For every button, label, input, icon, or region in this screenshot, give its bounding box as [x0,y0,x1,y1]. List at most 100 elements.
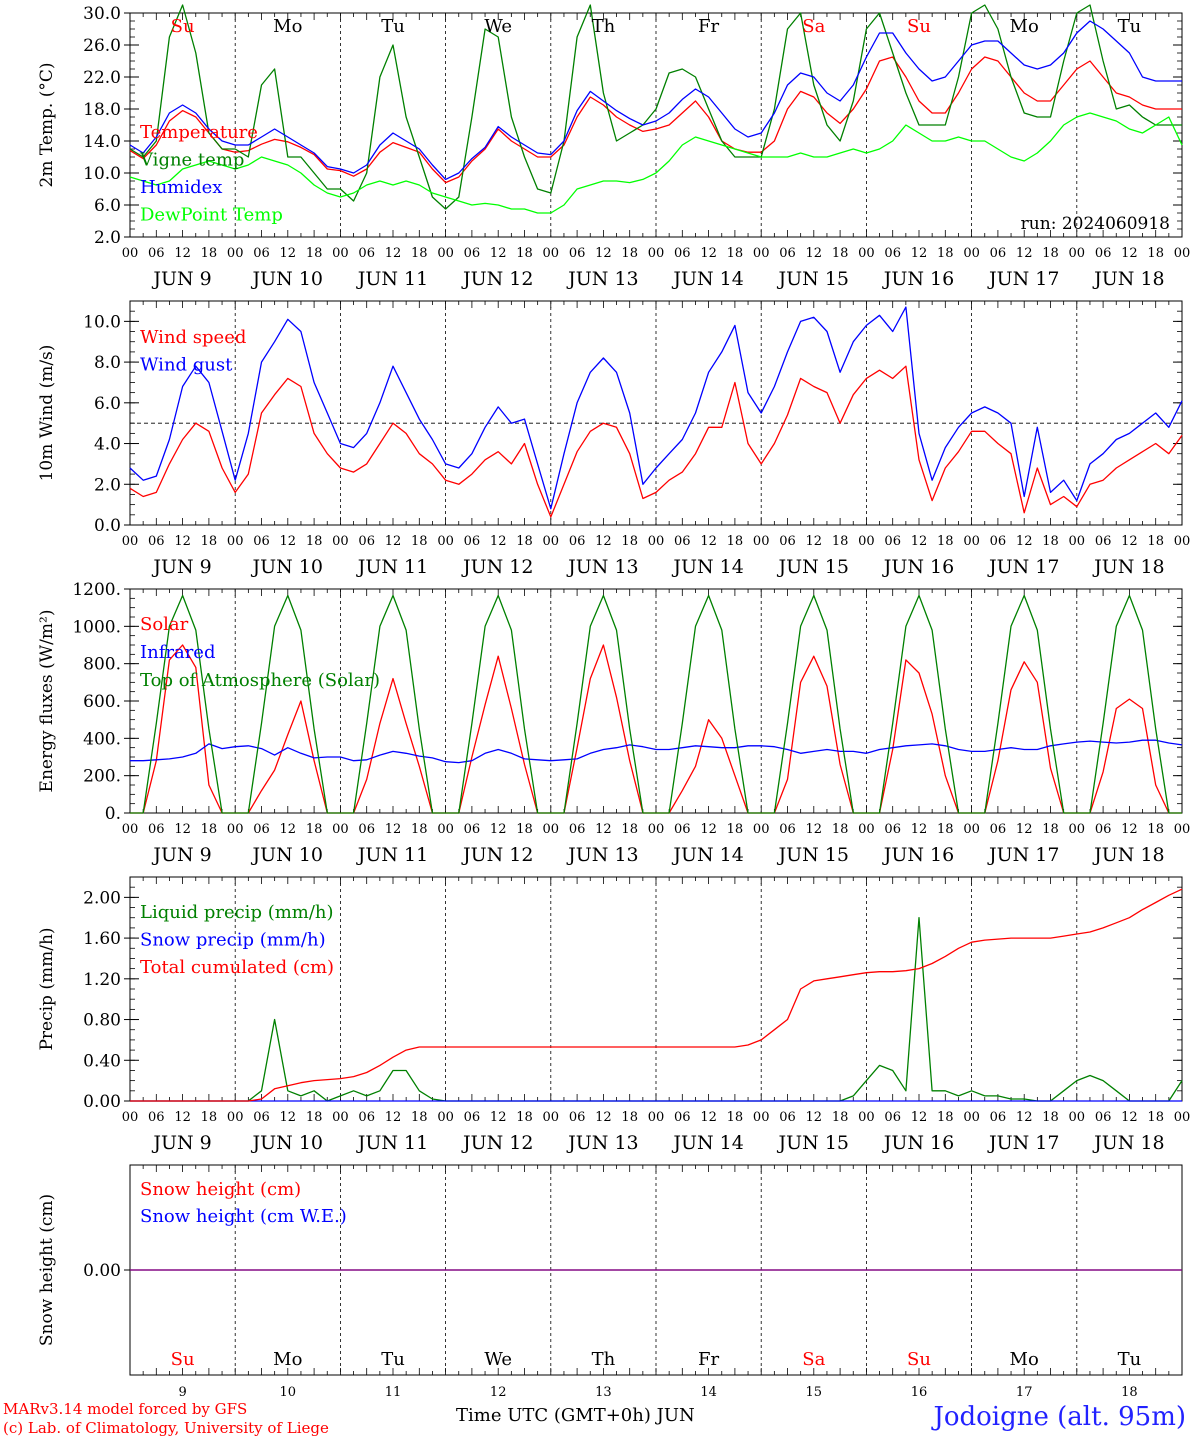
day-label: JUN 15 [777,556,849,578]
hour-tick-label: 18 [621,822,638,837]
hour-tick-label: 00 [1069,822,1086,837]
hour-tick-label: 18 [1147,822,1164,837]
y-tick-label: 4.0 [94,435,121,455]
hour-tick-label: 12 [280,534,297,549]
x-axis-title-text: Time UTC (GMT+0h) [456,1405,651,1426]
hour-tick-label: 12 [700,1110,717,1125]
hour-tick-label: 00 [227,822,244,837]
day-label: JUN 14 [671,1132,743,1154]
day-label: JUN 15 [777,1132,849,1154]
hour-tick-label: 12 [1121,534,1138,549]
hour-tick-label: 06 [779,534,796,549]
series-line-temperature [129,56,1182,184]
y-tick-label: 0.0 [94,516,121,536]
hour-tick-label: 12 [911,822,928,837]
hour-tick-label: 06 [358,246,375,261]
legend-infrared: Infrared [140,642,215,663]
hour-tick-label: 18 [1042,822,1059,837]
day-label: JUN 15 [777,844,849,866]
hour-tick-label: 06 [569,534,586,549]
hour-tick-label: 00 [122,246,139,261]
series-line-top-of-atmosphere-solar [130,594,1182,814]
hour-tick-label: 00 [648,822,665,837]
day-label: JUN 17 [987,556,1059,578]
day-number: 9 [178,1385,186,1400]
legend-wind-speed: Wind speed [140,327,246,348]
hour-tick-label: 12 [1121,822,1138,837]
day-number: 14 [700,1385,717,1400]
hour-tick-label: 06 [148,1110,165,1125]
legend-humidex: Humidex [140,177,222,198]
hour-tick-label: 06 [990,1110,1007,1125]
hour-tick-label: 12 [174,822,191,837]
hour-tick-label: 00 [753,822,770,837]
legend-temperature: Temperature [140,122,258,143]
hour-tick-label: 00 [753,246,770,261]
hour-tick-label: 00 [963,822,980,837]
hour-tick-label: 06 [884,534,901,549]
day-label: JUN 9 [151,268,211,290]
hour-tick-label: 12 [174,534,191,549]
hour-tick-label: 12 [806,246,823,261]
series-line-humidex [129,20,1182,181]
day-label: JUN 14 [671,844,743,866]
hour-tick-label: 00 [1174,822,1191,837]
weekday-label: Su [907,1349,931,1370]
hour-tick-label: 18 [937,246,954,261]
hour-tick-label: 00 [1069,1110,1086,1125]
weekday-label: Sa [802,1349,825,1370]
weekday-label: Fr [698,1349,719,1370]
hour-tick-label: 00 [122,534,139,549]
hour-tick-label: 06 [358,534,375,549]
day-label: JUN 12 [461,268,533,290]
y-tick-label: 30.0 [83,4,121,24]
day-label: JUN 18 [1092,844,1164,866]
hour-tick-label: 18 [516,1110,533,1125]
hour-tick-label: 18 [727,246,744,261]
hour-tick-label: 18 [411,1110,428,1125]
hour-tick-label: 12 [385,534,402,549]
hour-tick-label: 06 [464,1110,481,1125]
hour-tick-label: 12 [911,246,928,261]
hour-tick-label: 00 [963,246,980,261]
hour-tick-label: 12 [385,1110,402,1125]
hour-tick-label: 06 [779,822,796,837]
hour-tick-label: 00 [122,822,139,837]
y-tick-label: 1200. [72,580,121,600]
y-tick-label: 1.60 [83,929,121,949]
y-axis-label: Precip (mm/h) [37,927,57,1050]
day-label: JUN 16 [882,556,954,578]
series-line-wind-speed [129,365,1183,518]
y-tick-label: 600. [83,692,121,712]
hour-tick-label: 06 [990,246,1007,261]
hour-tick-label: 18 [1147,246,1164,261]
hour-tick-label: 12 [1016,822,1033,837]
hour-tick-label: 12 [174,1110,191,1125]
hour-tick-label: 18 [832,534,849,549]
weekday-label: We [484,1349,512,1370]
panel-frame-energy [129,588,1183,814]
day-label: JUN 11 [356,556,428,578]
hour-tick-label: 00 [1069,534,1086,549]
legend-snow-height-cm: Snow height (cm) [140,1179,301,1200]
y-axis-label: 10m Wind (m/s) [37,345,57,482]
hour-tick-label: 06 [674,534,691,549]
day-label: JUN 13 [566,1132,638,1154]
hour-tick-label: 12 [174,246,191,261]
series-line-total-cumulated-cm [130,888,1183,1102]
hour-tick-label: 06 [148,534,165,549]
weekday-label: Tu [1118,1349,1142,1370]
y-tick-label: 0. [105,804,121,824]
day-label: JUN 9 [151,1132,211,1154]
legend-snow-precip-mm-h: Snow precip (mm/h) [140,930,326,951]
day-label: JUN 15 [777,268,849,290]
hour-tick-label: 00 [332,1110,349,1125]
hour-tick-label: 06 [569,1110,586,1125]
hour-tick-label: 06 [1095,246,1112,261]
y-tick-label: 8.0 [94,353,121,373]
hour-tick-label: 00 [963,1110,980,1125]
hour-tick-label: 06 [674,246,691,261]
hour-tick-label: 06 [1095,1110,1112,1125]
hour-tick-label: 00 [437,534,454,549]
hour-tick-label: 06 [1095,822,1112,837]
